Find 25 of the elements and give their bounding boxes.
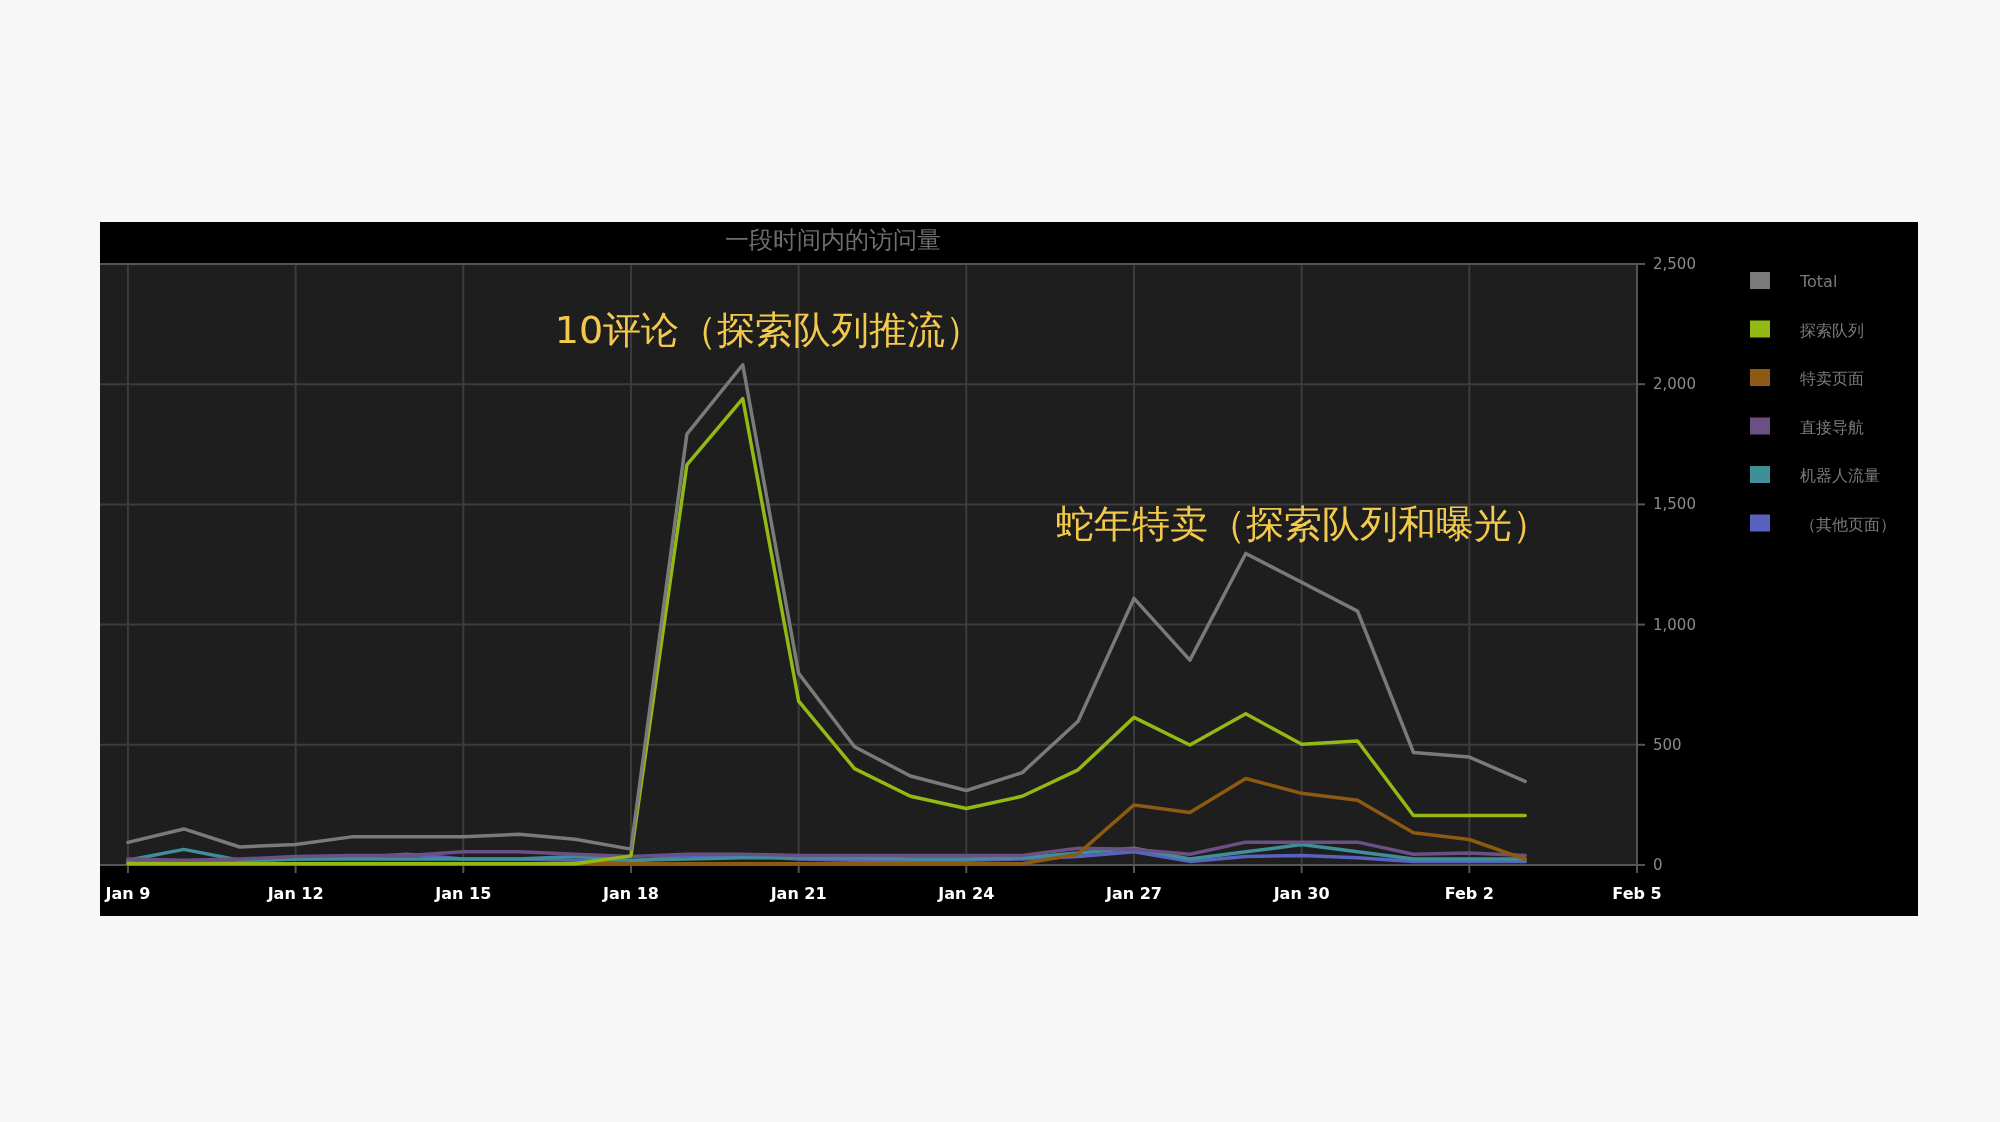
chart-title: 一段时间内的访问量 — [725, 226, 941, 254]
y-tick-label: 1,000 — [1653, 615, 1696, 634]
annotation: 蛇年特卖（探索队列和曝光） — [1056, 502, 1550, 546]
x-tick-label: Jan 9 — [104, 884, 151, 903]
x-tick-label: Jan 30 — [1272, 884, 1330, 903]
x-tick-label: Jan 15 — [434, 884, 492, 903]
x-tick-label: Jan 27 — [1104, 884, 1162, 903]
x-tick-label: Jan 24 — [937, 884, 995, 903]
x-tick-label: Jan 21 — [769, 884, 827, 903]
x-tick-label: Jan 18 — [601, 884, 659, 903]
legend-label: 机器人流量 — [1800, 466, 1880, 485]
legend-label: （其他页面） — [1800, 514, 1896, 534]
y-tick-label: 2,000 — [1653, 375, 1696, 394]
annotation: 10评论（探索队列推流） — [554, 308, 984, 352]
y-tick-label: 1,500 — [1653, 495, 1696, 514]
legend-label: 直接导航 — [1800, 417, 1864, 437]
x-tick-label: Feb 5 — [1612, 884, 1662, 903]
legend-label: Total — [1799, 272, 1838, 291]
y-tick-label: 2,500 — [1653, 255, 1696, 273]
legend-label: 特卖页面 — [1800, 369, 1864, 388]
y-tick-label: 0 — [1653, 856, 1663, 874]
y-tick-label: 500 — [1653, 735, 1682, 754]
legend-label: 探索队列 — [1800, 320, 1864, 340]
x-tick-label: Jan 12 — [266, 884, 324, 903]
x-tick-label: Feb 2 — [1444, 884, 1494, 903]
